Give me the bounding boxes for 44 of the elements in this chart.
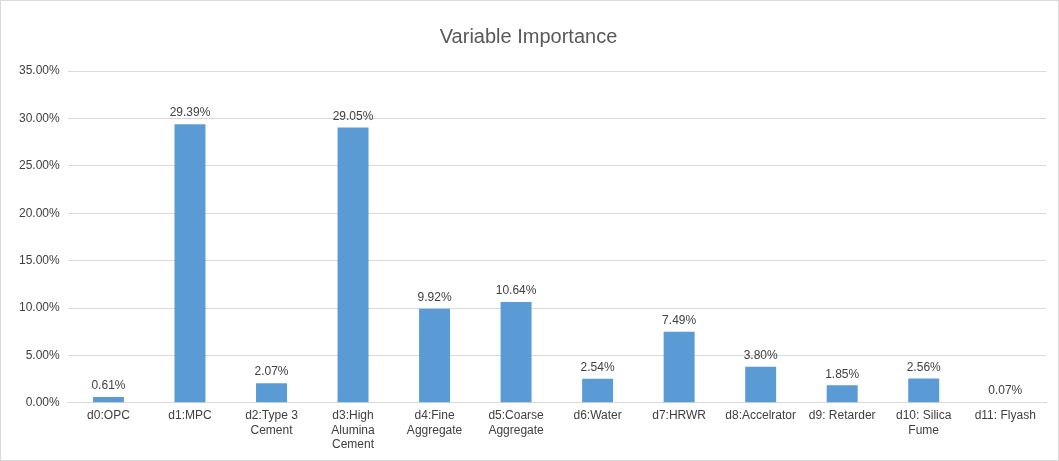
data-label: 0.61% <box>91 378 126 393</box>
bar <box>337 127 369 403</box>
x-tick-label: d7:HRWR <box>652 408 707 423</box>
data-label: 10.64% <box>495 283 537 298</box>
x-tick-label: d5:Coarse Aggregate <box>488 408 545 437</box>
bar <box>92 397 124 403</box>
y-tick-label: 30.00% <box>19 110 61 125</box>
x-tick-label: d2:Type 3 Cement <box>245 408 299 437</box>
chart-title: Variable Importance <box>439 24 618 47</box>
x-tick-label: d0:OPC <box>87 408 131 423</box>
bar <box>500 301 532 403</box>
bar <box>745 366 777 403</box>
y-tick-label: 15.00% <box>19 252 61 267</box>
bar <box>663 331 695 403</box>
x-tick-label: d3:High Alumina Cement <box>331 408 376 452</box>
data-label: 0.07% <box>988 383 1023 398</box>
bar <box>256 383 287 403</box>
data-label: 7.49% <box>662 313 697 328</box>
x-tick-label: d10: Silica Fume <box>896 408 952 437</box>
y-tick-label: 20.00% <box>19 205 61 220</box>
y-tick-label: 10.00% <box>19 300 61 315</box>
data-label: 2.54% <box>580 360 615 375</box>
y-tick-label: 5.00% <box>25 347 61 362</box>
x-tick-label: d6:Water <box>573 408 622 423</box>
bar <box>174 124 206 403</box>
data-label: 29.05% <box>332 108 374 123</box>
bar <box>419 308 451 403</box>
y-tick-label: 0.00% <box>25 395 61 410</box>
y-tick-label: 35.00% <box>19 63 61 78</box>
bar <box>582 378 614 403</box>
data-label: 29.39% <box>169 105 211 120</box>
data-label: 3.80% <box>743 348 778 363</box>
bar <box>908 378 940 403</box>
x-tick-label: d9: Retarder <box>808 408 876 423</box>
data-label: 9.92% <box>417 290 452 305</box>
x-tick-label: d11: Flyash <box>974 408 1036 423</box>
data-label: 2.56% <box>906 359 942 374</box>
bar <box>826 385 858 403</box>
data-label: 2.07% <box>254 364 289 379</box>
x-tick-label: d4:Fine Aggregate <box>406 408 463 437</box>
x-tick-label: d1:MPC <box>168 408 212 423</box>
data-label: 1.85% <box>825 366 860 381</box>
x-tick-label: d8:Accelrator <box>725 408 797 423</box>
y-tick-label: 25.00% <box>19 158 61 173</box>
